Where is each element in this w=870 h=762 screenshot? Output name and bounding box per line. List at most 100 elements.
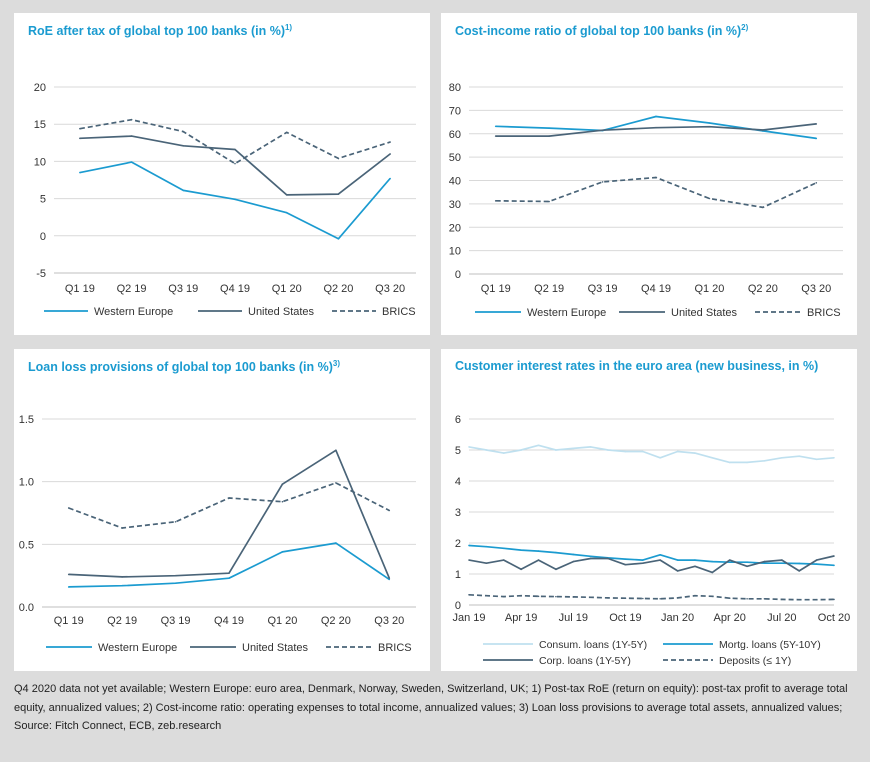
data-point	[815, 123, 818, 125]
data-point	[130, 118, 133, 121]
x-tick-label: Q4 19	[220, 283, 250, 295]
data-point	[728, 561, 731, 564]
data-point	[601, 129, 604, 132]
data-point	[642, 559, 644, 561]
x-tick-label: Q3 19	[161, 615, 191, 627]
loan-loss-chart: 0.0 0.5 1.0 1.5 Q1 19 Q2 19 Q3 19 Q4 19 Q1 20 Q2 …	[19, 414, 416, 654]
x-tick-label: Q2 19	[534, 283, 564, 295]
y-tick-label: 4	[455, 476, 461, 488]
data-point	[676, 570, 679, 572]
data-point	[624, 558, 627, 560]
series-line	[79, 118, 391, 165]
data-point	[728, 597, 731, 599]
legend-label: BRICS	[378, 642, 412, 654]
data-point	[79, 171, 81, 174]
data-point	[708, 122, 711, 124]
panel-interest-rates: Customer interest rates in the euro area…	[441, 349, 857, 671]
data-point	[548, 200, 550, 203]
data-point	[520, 594, 522, 597]
data-point	[285, 131, 288, 134]
x-tick-label: Q3 20	[374, 615, 404, 627]
data-point	[589, 596, 592, 599]
data-point	[798, 455, 801, 457]
x-tick-label: Jan 19	[452, 612, 485, 624]
x-tick-label: Q1 20	[267, 615, 297, 627]
data-point	[389, 153, 391, 155]
data-point	[485, 449, 488, 451]
x-tick-label: Q3 20	[801, 283, 831, 295]
data-point	[781, 456, 783, 459]
data-point	[67, 586, 70, 588]
panel-loan-loss: Loan loss provisions of global top 100 b…	[14, 349, 430, 671]
data-point	[711, 595, 714, 598]
data-point	[281, 551, 284, 553]
data-point	[520, 568, 522, 571]
y-tick-label: 6	[455, 414, 461, 426]
y-tick-label: 0.0	[19, 602, 34, 614]
data-point	[182, 144, 185, 147]
data-point	[174, 582, 177, 584]
series-line	[495, 176, 817, 209]
data-point	[572, 560, 575, 563]
y-tick-label: 0.5	[19, 539, 34, 551]
data-point	[182, 189, 185, 192]
y-tick-label: 40	[449, 176, 461, 188]
data-point	[537, 550, 540, 552]
data-point	[130, 135, 133, 137]
x-tick-label: Q4 19	[641, 283, 671, 295]
series-line	[468, 444, 835, 464]
data-point	[537, 444, 540, 447]
data-point	[659, 553, 661, 556]
data-point	[815, 598, 818, 601]
x-tick-label: Apr 20	[714, 612, 746, 624]
x-tick-label: Apr 19	[505, 612, 537, 624]
data-point	[388, 577, 391, 579]
data-point	[763, 460, 766, 462]
data-point	[708, 125, 711, 128]
x-tick-label: Q4 19	[214, 615, 244, 627]
data-point	[624, 450, 627, 453]
data-point	[607, 449, 609, 451]
data-point	[485, 562, 488, 564]
x-tick-label: Q1 20	[272, 283, 302, 295]
chart-title: Loan loss provisions of global top 100 b…	[28, 359, 341, 375]
legend-label: United States	[671, 307, 738, 319]
data-point	[67, 573, 70, 576]
data-point	[281, 500, 284, 503]
x-tick-label: Q1 20	[694, 283, 724, 295]
data-point	[572, 596, 575, 598]
x-tick-label: Q3 19	[168, 283, 198, 295]
legend-label: Western Europe	[527, 307, 606, 319]
series-line	[468, 593, 835, 601]
data-point	[762, 206, 764, 209]
data-point	[520, 449, 522, 451]
data-point	[388, 509, 391, 512]
y-tick-label: 1	[455, 569, 461, 581]
x-tick-label: Jan 20	[661, 612, 694, 624]
data-point	[833, 598, 835, 601]
data-point	[281, 483, 284, 485]
legend-label: BRICS	[382, 306, 416, 318]
y-tick-label: 0	[40, 231, 46, 243]
data-point	[485, 594, 488, 597]
data-point	[694, 452, 696, 454]
data-point	[285, 194, 288, 196]
data-point	[762, 129, 764, 131]
data-point	[234, 198, 236, 201]
data-point	[676, 450, 679, 453]
data-point	[642, 450, 644, 453]
data-point	[121, 584, 123, 587]
data-point	[781, 559, 783, 561]
y-tick-label: 10	[449, 246, 461, 258]
data-point	[655, 115, 657, 118]
data-point	[763, 598, 766, 600]
chart-title: Customer interest rates in the euro area…	[455, 359, 819, 373]
y-tick-label: 30	[449, 199, 461, 211]
panel-cost-income: Cost-income ratio of global top 100 bank…	[441, 13, 857, 335]
data-point	[589, 557, 592, 560]
legend-label: Deposits (≤ 1Y)	[719, 655, 791, 667]
data-point	[607, 597, 609, 599]
x-tick-label: Q1 19	[65, 283, 95, 295]
y-tick-label: 10	[34, 156, 46, 168]
data-point	[79, 127, 81, 130]
